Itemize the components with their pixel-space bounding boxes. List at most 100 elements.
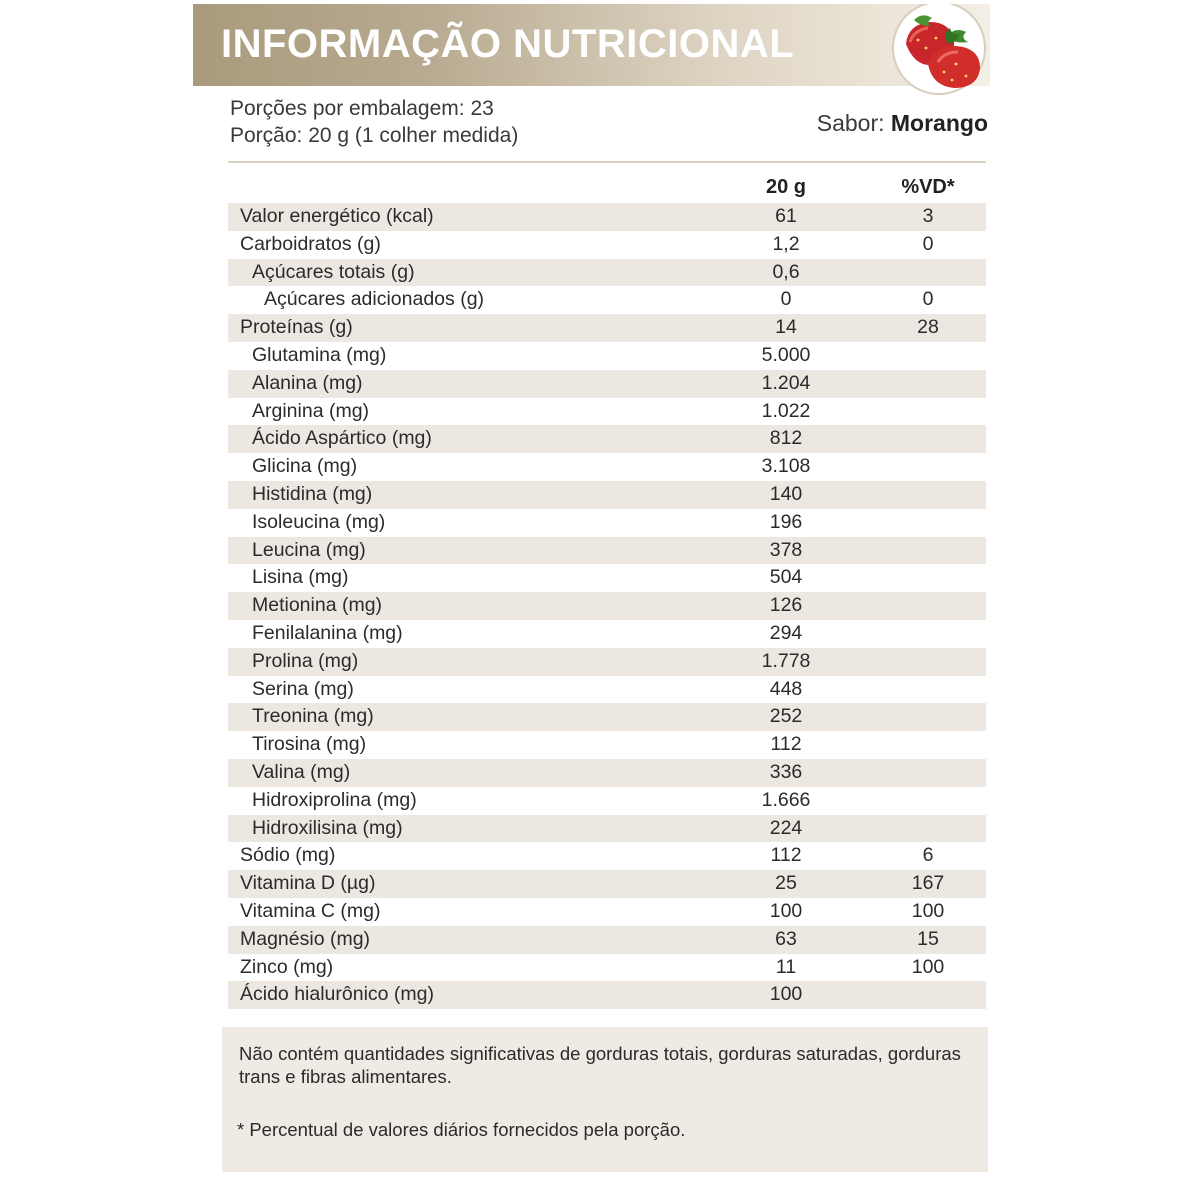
nutrient-name: Valina (mg) <box>252 760 351 783</box>
flavor-label: Sabor: <box>816 110 885 136</box>
nutrient-amount: 14 <box>775 316 797 339</box>
table-row: Arginina (mg) 1.022 <box>228 398 986 426</box>
table-row: Hidroxiprolina (mg) 1.666 <box>228 787 986 815</box>
nutrient-name: Vitamina D (µg) <box>240 872 376 895</box>
nutrient-amount: 25 <box>775 872 797 895</box>
table-row: Leucina (mg) 378 <box>228 536 986 565</box>
nutrient-vd: 15 <box>917 927 939 950</box>
table-row: Ácido hialurônico (mg) 100 <box>228 981 986 1010</box>
nutrient-amount: 5.000 <box>761 343 811 366</box>
footer-note-disclaimer: Não contém quantidades significativas de… <box>239 1043 961 1087</box>
nutrient-name: Arginina (mg) <box>252 399 370 422</box>
table-row: Açúcares adicionados (g) 0 0 <box>228 286 986 314</box>
nutrient-name: Glutamina (mg) <box>252 343 387 366</box>
nutrient-name: Lisina (mg) <box>252 566 349 589</box>
nutrient-amount: 63 <box>775 927 797 950</box>
table-row: Açúcares totais (g) 0,6 <box>228 258 986 287</box>
nutrient-amount: 812 <box>769 427 803 450</box>
flavor-value: Morango <box>890 110 988 136</box>
table-row: Fenilalanina (mg) 294 <box>228 620 986 648</box>
nutrient-amount: 112 <box>770 733 802 756</box>
nutrient-vd: 100 <box>911 955 945 978</box>
nutrient-name: Tirosina (mg) <box>252 733 367 756</box>
nutrient-name: Ácido hialurônico (mg) <box>240 983 435 1006</box>
table-row: Histidina (mg) 140 <box>228 480 986 509</box>
table-row: Vitamina C (mg) 100 100 <box>228 898 986 926</box>
servings-per-package: Porções por embalagem: 23 <box>230 97 494 120</box>
nutrient-amount: 1.204 <box>761 371 811 394</box>
divider <box>228 161 986 163</box>
nutrient-vd: 3 <box>922 205 934 227</box>
nutrient-name: Carboidratos (g) <box>240 232 381 255</box>
nutrient-amount: 294 <box>769 621 803 644</box>
nutrient-amount: 100 <box>769 899 803 922</box>
nutrient-amount: 11 <box>775 955 797 978</box>
nutrient-vd: 167 <box>911 872 945 895</box>
nutrient-name: Vitamina C (mg) <box>240 899 381 922</box>
nutrient-amount: 1,2 <box>772 232 800 255</box>
table-row: Serina (mg) 448 <box>228 676 986 704</box>
nutrient-name: Hidroxiprolina (mg) <box>252 788 417 811</box>
nutrition-table: Valor energético (kcal) 61 3 Carboidratos (… <box>228 203 986 1010</box>
nutrient-amount: 3.108 <box>761 455 811 478</box>
table-row: Carboidratos (g) 1,2 0 <box>228 231 986 259</box>
nutrient-name: Açúcares adicionados (g) <box>264 288 485 311</box>
table-row: Vitamina D (µg) 25 167 <box>228 870 986 898</box>
nutrient-name: Leucina (mg) <box>252 538 366 561</box>
table-row: Valina (mg) 336 <box>228 758 986 787</box>
table-row: Isoleucina (mg) 196 <box>228 509 986 537</box>
nutrient-amount: 1.778 <box>761 649 811 672</box>
table-row: Treonina (mg) 252 <box>228 703 986 732</box>
footer-note-vd: * Percentual de valores diários fornecid… <box>237 1119 686 1140</box>
nutrient-vd: 0 <box>922 288 934 311</box>
page-title: INFORMAÇÃO NUTRICIONAL <box>221 22 795 66</box>
header-banner: INFORMAÇÃO NUTRICIONAL <box>193 4 990 95</box>
nutrient-name: Fenilalanina (mg) <box>252 621 403 644</box>
nutrient-amount: 378 <box>769 538 803 561</box>
column-header-vd: %VD* <box>901 176 955 198</box>
nutrient-name: Sódio (mg) <box>240 844 336 867</box>
nutrient-amount: 224 <box>769 816 803 839</box>
nutrient-name: Açúcares totais (g) <box>252 260 415 283</box>
table-row: Lisina (mg) 504 <box>228 564 986 592</box>
table-row: Sódio (mg) 112 6 <box>228 842 986 870</box>
table-row: Hidroxilisina (mg) 224 <box>228 814 986 843</box>
nutrient-name: Prolina (mg) <box>252 649 359 672</box>
nutrient-name: Valor energético (kcal) <box>240 205 434 227</box>
nutrient-amount: 0,6 <box>772 260 800 283</box>
table-row: Prolina (mg) 1.778 <box>228 647 986 676</box>
nutrient-name: Isoleucina (mg) <box>252 510 386 533</box>
nutrient-amount: 126 <box>769 594 803 617</box>
nutrient-name: Treonina (mg) <box>252 705 374 728</box>
nutrient-amount: 336 <box>769 760 803 783</box>
nutrient-amount: 1.022 <box>761 399 811 422</box>
nutrient-name: Metionina (mg) <box>252 594 383 617</box>
table-row: Magnésio (mg) 63 15 <box>228 925 986 954</box>
nutrient-name: Ácido Aspártico (mg) <box>252 427 432 450</box>
nutrient-name: Proteínas (g) <box>240 316 353 339</box>
table-row: Tirosina (mg) 112 <box>228 731 986 759</box>
nutrient-amount: 112 <box>770 844 802 867</box>
nutrient-name: Histidina (mg) <box>252 482 373 505</box>
table-row: Zinco (mg) 11 100 <box>228 954 986 982</box>
nutrient-name: Zinco (mg) <box>240 955 334 978</box>
table-row: Glutamina (mg) 5.000 <box>228 342 986 370</box>
nutrient-name: Magnésio (mg) <box>240 927 371 950</box>
portion-size: Porção: 20 g (1 colher medida) <box>230 124 519 147</box>
nutrient-amount: 196 <box>769 510 803 533</box>
nutrient-vd: 6 <box>922 844 934 867</box>
table-row: Glicina (mg) 3.108 <box>228 453 986 481</box>
nutrient-name: Serina (mg) <box>252 677 354 700</box>
nutrient-amount: 140 <box>769 482 803 505</box>
table-row: Valor energético (kcal) 61 3 <box>228 203 986 231</box>
table-row: Proteínas (g) 14 28 <box>228 314 986 342</box>
nutrient-amount: 61 <box>775 205 797 227</box>
nutrient-vd: 0 <box>922 232 934 255</box>
nutrient-vd: 100 <box>911 899 945 922</box>
nutrient-amount: 252 <box>769 705 803 728</box>
footer-notes: Não contém quantidades significativas de… <box>222 1027 988 1172</box>
table-row: Alanina (mg) 1.204 <box>228 369 986 398</box>
nutrient-amount: 448 <box>769 677 803 700</box>
nutrient-name: Alanina (mg) <box>252 371 363 394</box>
table-row: Metionina (mg) 126 <box>228 592 986 620</box>
